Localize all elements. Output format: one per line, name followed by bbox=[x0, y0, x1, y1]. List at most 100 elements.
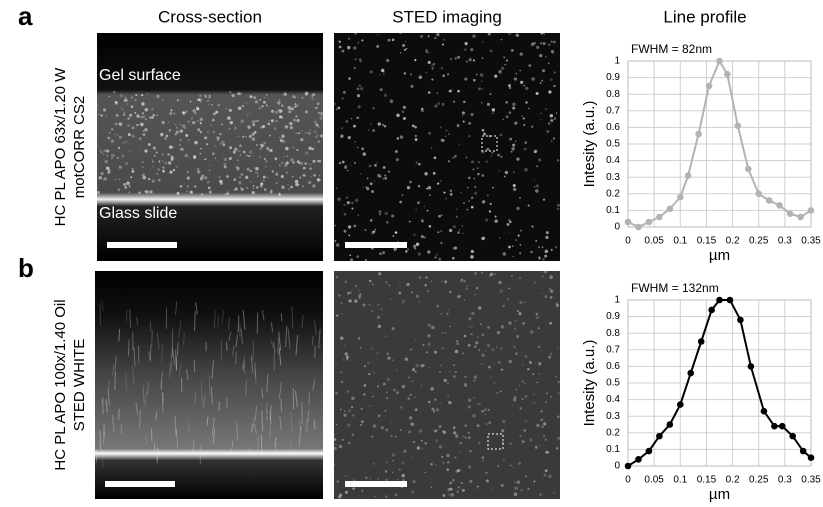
y-tick-label: 0.8 bbox=[606, 328, 620, 339]
x-tick-label: 0.3 bbox=[778, 236, 792, 247]
speckle bbox=[376, 45, 379, 48]
speckle bbox=[229, 127, 231, 129]
speckle bbox=[204, 176, 207, 179]
speckle bbox=[391, 421, 392, 422]
speckle bbox=[482, 129, 485, 132]
speckle bbox=[275, 173, 278, 176]
speckle bbox=[446, 454, 449, 457]
speckle bbox=[508, 219, 510, 221]
speckle bbox=[447, 382, 449, 384]
speckle bbox=[454, 247, 457, 250]
speckle bbox=[209, 165, 210, 166]
speckle bbox=[480, 73, 484, 77]
speckle bbox=[206, 143, 208, 145]
speckle bbox=[344, 345, 346, 347]
speckle bbox=[442, 43, 444, 45]
speckle bbox=[229, 146, 232, 149]
speckle bbox=[177, 99, 179, 101]
speckle bbox=[456, 216, 458, 218]
speckle bbox=[462, 352, 464, 354]
speckle bbox=[310, 176, 311, 177]
speckle bbox=[507, 298, 509, 300]
speckle bbox=[197, 120, 199, 122]
speckle bbox=[368, 129, 369, 130]
speckle bbox=[515, 320, 517, 322]
speckle bbox=[346, 390, 349, 393]
speckle bbox=[367, 362, 370, 365]
speckle bbox=[96, 187, 98, 189]
speckle bbox=[520, 230, 522, 232]
speckle bbox=[441, 214, 443, 216]
speckle bbox=[494, 382, 496, 384]
speckle bbox=[358, 289, 360, 291]
speckle bbox=[405, 250, 407, 252]
speckle bbox=[238, 150, 240, 152]
speckle bbox=[545, 469, 548, 472]
speckle bbox=[233, 151, 236, 154]
speckle bbox=[260, 148, 262, 150]
speckle bbox=[421, 385, 422, 386]
speckle bbox=[522, 322, 525, 325]
speckle bbox=[458, 144, 459, 145]
speckle bbox=[347, 46, 350, 49]
speckle bbox=[254, 167, 257, 170]
speckle bbox=[497, 154, 500, 157]
speckle bbox=[188, 157, 189, 158]
streak bbox=[100, 430, 101, 449]
speckle bbox=[449, 371, 451, 373]
speckle bbox=[481, 102, 483, 104]
speckle bbox=[473, 79, 476, 82]
speckle bbox=[132, 126, 135, 129]
speckle bbox=[541, 293, 542, 294]
speckle bbox=[463, 101, 465, 103]
speckle bbox=[260, 185, 263, 188]
speckle bbox=[303, 167, 306, 170]
speckle bbox=[415, 135, 417, 137]
speckle bbox=[383, 178, 386, 181]
speckle bbox=[512, 107, 515, 110]
speckle bbox=[511, 147, 514, 150]
speckle bbox=[162, 99, 164, 101]
speckle bbox=[167, 153, 170, 156]
speckle bbox=[462, 489, 465, 492]
speckle bbox=[448, 160, 450, 162]
speckle bbox=[415, 339, 417, 341]
speckle bbox=[345, 491, 348, 494]
speckle bbox=[208, 97, 209, 98]
speckle bbox=[336, 243, 340, 247]
data-point bbox=[766, 197, 773, 204]
speckle bbox=[370, 70, 373, 73]
speckle bbox=[341, 127, 343, 129]
speckle bbox=[359, 293, 361, 295]
speckle bbox=[441, 139, 444, 142]
speckle bbox=[386, 221, 388, 223]
speckle bbox=[282, 117, 283, 118]
speckle bbox=[103, 153, 105, 155]
speckle bbox=[468, 326, 470, 328]
speckle bbox=[106, 166, 110, 170]
speckle bbox=[491, 348, 494, 351]
speckle bbox=[392, 460, 394, 462]
speckle bbox=[268, 150, 269, 151]
speckle bbox=[402, 385, 405, 388]
speckle bbox=[318, 112, 320, 114]
speckle bbox=[555, 246, 557, 248]
speckle bbox=[320, 135, 323, 138]
speckle bbox=[180, 139, 182, 141]
speckle bbox=[520, 244, 522, 246]
speckle bbox=[487, 103, 490, 106]
speckle bbox=[159, 160, 161, 162]
speckle bbox=[399, 32, 401, 34]
speckle bbox=[482, 88, 483, 89]
data-point bbox=[698, 338, 705, 345]
speckle bbox=[252, 137, 255, 140]
speckle bbox=[263, 141, 266, 144]
speckle bbox=[538, 257, 540, 259]
panel-label: b bbox=[18, 253, 34, 283]
speckle bbox=[300, 138, 303, 141]
speckle bbox=[369, 304, 371, 306]
speckle bbox=[199, 94, 202, 97]
speckle bbox=[546, 231, 549, 234]
speckle bbox=[265, 166, 267, 168]
data-point bbox=[667, 205, 674, 212]
